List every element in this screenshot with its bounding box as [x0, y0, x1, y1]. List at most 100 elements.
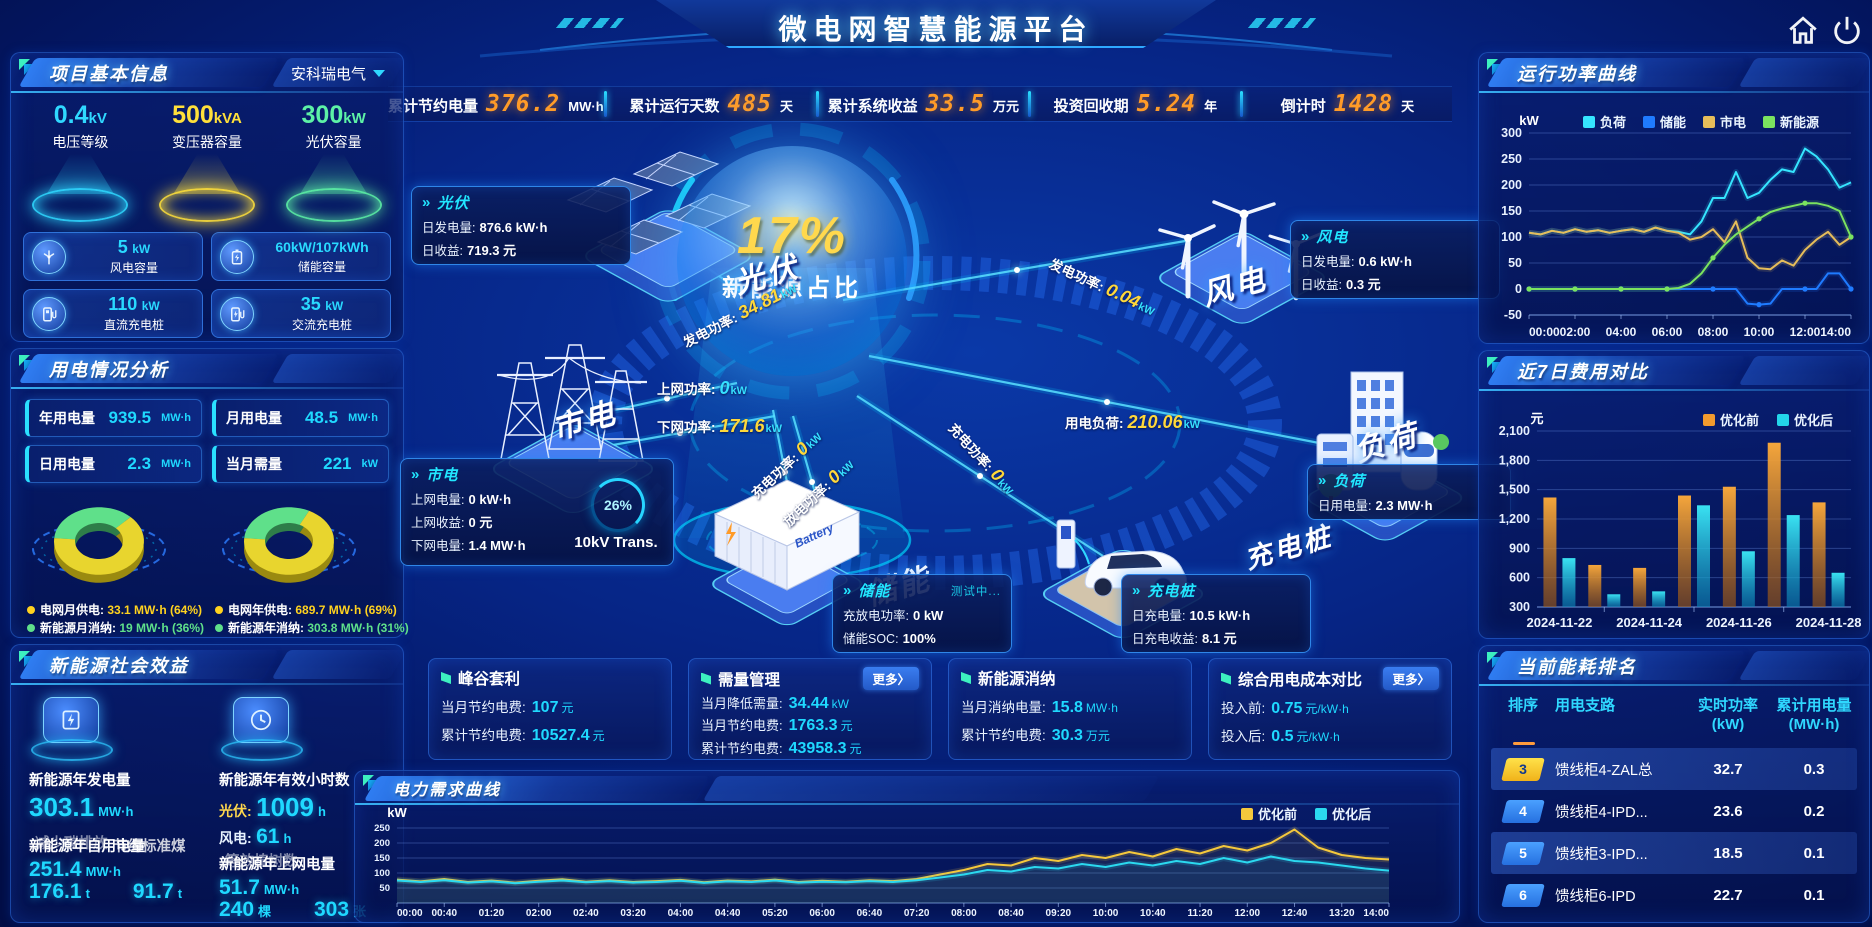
- usage-value: 2.3: [127, 454, 152, 473]
- pedestal-0: 0.4kV 电压等级: [20, 101, 140, 222]
- storage-status-badge: 测试中...: [950, 585, 1001, 598]
- svg-text:06:00: 06:00: [1652, 325, 1683, 339]
- svg-text:新能源: 新能源: [1780, 115, 1819, 130]
- svg-text:14:00: 14:00: [1363, 908, 1389, 919]
- svg-text:kW: kW: [387, 805, 407, 820]
- transformer-label: 10kV Trans.: [574, 534, 658, 551]
- card-line: 下网电量: 1.4 MW·h: [411, 538, 526, 553]
- svg-text:04:40: 04:40: [715, 908, 741, 919]
- svg-text:2024-11-24: 2024-11-24: [1616, 615, 1683, 630]
- kpi-value: 1428: [1333, 91, 1394, 117]
- svg-text:150: 150: [374, 853, 390, 864]
- panel-title: 项目基本信息: [49, 64, 169, 84]
- table-row[interactable]: 3 馈线柜4-ZAL总 32.7 0.3: [1491, 748, 1857, 790]
- svg-text:07:20: 07:20: [904, 908, 930, 919]
- panel-title: 新能源社会效益: [49, 656, 189, 676]
- load-info-card: » 负荷 日用电量: 2.3 MW·h: [1307, 464, 1511, 520]
- svg-text:150: 150: [1501, 204, 1522, 218]
- table-row[interactable]: 5 馈线柜3-IPD... 18.5 0.1: [1491, 832, 1857, 874]
- kpi-unit: 万元: [992, 99, 1019, 114]
- donut-legend-0: 电网月供电: 33.1 MW·h (64%): [27, 601, 202, 618]
- svg-text:12:00: 12:00: [1790, 325, 1821, 339]
- ranking-header-3: 累计用电量 (MW·h): [1776, 697, 1852, 733]
- kpi-label: 累计运行天数: [629, 98, 720, 115]
- card-marker-icon: [701, 672, 711, 685]
- realtime-power: 32.7: [1713, 760, 1743, 778]
- svg-text:250: 250: [1501, 152, 1522, 166]
- stat-separator: [1239, 91, 1243, 117]
- svg-text:02:00: 02:00: [1560, 325, 1591, 339]
- svg-text:kW: kW: [1519, 113, 1539, 128]
- svg-text:05:20: 05:20: [762, 908, 788, 919]
- card-line: 上网电量: 0 kW·h: [411, 492, 512, 507]
- svg-text:00:00: 00:00: [1529, 325, 1560, 339]
- capacity-value: 5 kW: [117, 237, 151, 257]
- svg-text:100: 100: [374, 868, 390, 879]
- panel-usage-analysis: 用电情况分析 年用电量 939.5 MW·h 月用电量 48.5 MW·h 日用电量 2.3 M…: [10, 348, 409, 638]
- summary-card-2: 新能源消纳 当月消纳电量: 15.8 MW·h 累计节约电费: 30.3 万元: [948, 658, 1192, 760]
- panel-benefits-header: 新能源社会效益: [11, 645, 403, 685]
- more-button[interactable]: 更多〉: [863, 667, 919, 690]
- svg-text:100: 100: [1501, 230, 1522, 244]
- total-energy: 0.3: [1803, 760, 1825, 778]
- svg-text:0: 0: [1515, 282, 1522, 296]
- table-row[interactable]: 6 馈线柜6-IPD 22.7 0.1: [1491, 874, 1857, 916]
- total-energy: 0.1: [1803, 886, 1825, 904]
- ranking-header-0: 排序: [1507, 697, 1538, 714]
- svg-text:00:40: 00:40: [431, 908, 457, 919]
- card-marker-icon: [1221, 672, 1231, 685]
- panel-energy-ranking: 当前能耗排名 排序 用电支路 实时功率 (kW) 累计用电量 (MW·h) 3 馈线柜4-ZA…: [1478, 645, 1870, 923]
- energy-sphere: [677, 146, 907, 376]
- benefit-export-value: 51.7 MW·h: [219, 876, 300, 899]
- usage-stat-3: 当月需量 221 kW: [212, 445, 389, 483]
- table-row[interactable]: 4 馈线柜4-IPD... 23.6 0.2: [1491, 790, 1857, 832]
- svg-text:08:00: 08:00: [1698, 325, 1729, 339]
- kpi-unit: MW·h: [568, 99, 604, 114]
- svg-text:900: 900: [1509, 541, 1530, 555]
- svg-text:负荷: 负荷: [1600, 115, 1626, 130]
- svg-text:06:40: 06:40: [857, 908, 883, 919]
- branch-name: 馈线柜3-IPD...: [1555, 846, 1648, 863]
- rank-badge: 5: [1501, 841, 1545, 865]
- benefit-self-value: 251.4 MW·h: [29, 858, 121, 881]
- power-icon[interactable]: [1830, 14, 1864, 48]
- home-icon[interactable]: [1786, 14, 1820, 48]
- svg-text:2024-11-22: 2024-11-22: [1527, 615, 1593, 630]
- summary-card-line: 投入后: 0.5 元/kW·h: [1221, 728, 1340, 745]
- card-line: 储能SOC: 100%: [843, 631, 936, 646]
- stat-separator: [815, 91, 819, 117]
- kpi-stat-0: 累计节约电量 376.2 MW·h: [388, 91, 604, 117]
- panel-ranking-header: 当前能耗排名: [1479, 646, 1869, 686]
- svg-text:10:00: 10:00: [1744, 325, 1775, 339]
- capacity-card-3: 35 kW 交流充电桩: [211, 289, 391, 338]
- storage-node-icon: Battery: [712, 479, 862, 626]
- usage-label: 当月需量: [226, 456, 282, 472]
- card-line: 日发电量: 876.6 kW·h: [422, 220, 548, 235]
- month-supply-donut: [32, 507, 166, 583]
- company-select[interactable]: 安科瑞电气: [291, 63, 385, 84]
- more-button[interactable]: 更多〉: [1383, 667, 1439, 690]
- summary-card-line: 当月降低需量: 34.44 kW: [701, 694, 849, 712]
- page-title: 微电网智慧能源平台: [778, 14, 1094, 45]
- capacity-label: 储能容量: [297, 259, 346, 274]
- ranking-header-row: 排序 用电支路 实时功率 (kW) 累计用电量 (MW·h): [1491, 696, 1857, 748]
- usage-value: 939.5: [108, 408, 152, 427]
- kpi-value: 485: [727, 91, 772, 117]
- svg-text:50: 50: [1508, 256, 1522, 270]
- benefit-co2-coal-values: 176.1 t 91.7 t: [29, 880, 183, 903]
- svg-text:优化前: 优化前: [1258, 807, 1297, 822]
- panel-demand-curve: 电力需求曲线 50 100 150 200 250 kW 优化前 优化后 00:00 00:40 0…: [354, 770, 1460, 923]
- svg-text:02:40: 02:40: [573, 908, 599, 919]
- panel-cost-header: 近7日费用对比: [1479, 351, 1872, 391]
- benefit-hours-label: 新能源年有效小时数: [219, 773, 350, 789]
- pedestal-label: 变压器容量: [171, 134, 242, 150]
- realtime-power: 22.7: [1713, 886, 1743, 904]
- usage-unit: MW·h: [161, 412, 191, 424]
- kpi-value: 5.24: [1136, 91, 1197, 117]
- usage-value: 221: [323, 454, 352, 473]
- ranking-sort-indicator: [1513, 742, 1535, 745]
- card-marker-icon: [441, 672, 451, 684]
- card-arrow-icon: »: [411, 466, 421, 483]
- card-line: 日收益: 0.3 元: [1301, 277, 1381, 292]
